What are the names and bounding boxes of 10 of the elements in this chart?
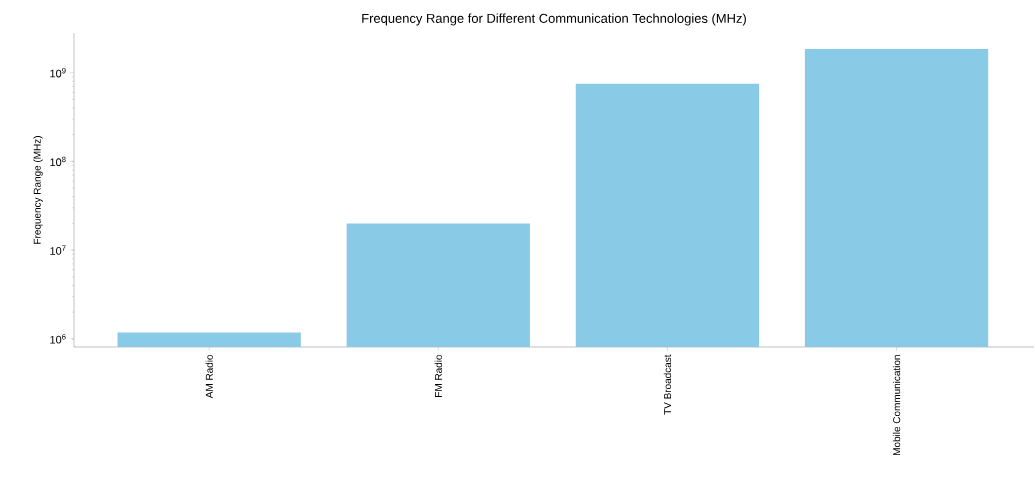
y-tick-label: 10$^{7}$ xyxy=(50,245,66,255)
chart-title: Frequency Range for Different Communication Technologies (MHz) xyxy=(362,13,746,26)
x-tick-label: TV Broadcast xyxy=(663,354,672,415)
x-tick-label: FM Radio xyxy=(434,354,442,397)
y-axis-title: Frequency Range (MHz) xyxy=(33,136,43,244)
x-tick-label: Mobile Communication xyxy=(892,355,901,456)
y-tick-label: 10$^{6}$ xyxy=(50,334,66,344)
y-tick-label: 10$^{8}$ xyxy=(50,156,66,167)
y-tick-label: 10$^{9}$ xyxy=(50,67,66,78)
x-tick-label: AM Radio xyxy=(205,354,213,399)
